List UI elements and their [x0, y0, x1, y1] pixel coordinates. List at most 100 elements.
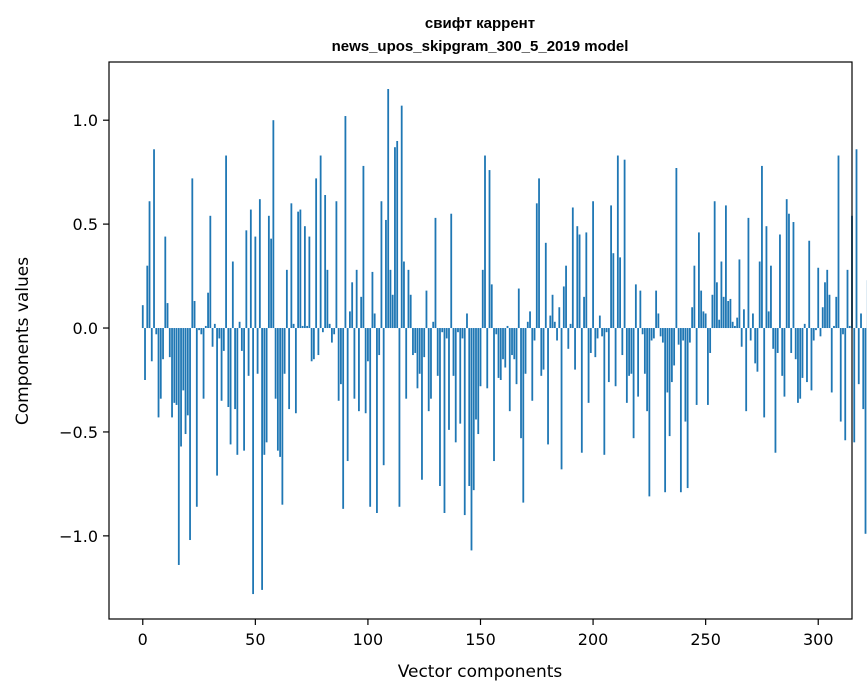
bar-component-293 [801, 328, 804, 378]
bar-component-168 [520, 328, 522, 439]
bar-component-191 [571, 207, 574, 329]
bar-component-162 [506, 325, 509, 329]
bar-component-18 [182, 328, 185, 391]
bar-component-214 [623, 159, 626, 329]
bar-component-175 [535, 203, 538, 329]
bar-component-140 [457, 328, 459, 333]
bar-component-279 [770, 265, 772, 329]
bar-component-79 [319, 155, 322, 329]
bar-component-221 [639, 290, 642, 329]
bar-component-131 [436, 328, 439, 376]
bar-component-84 [331, 328, 333, 343]
bar-component-192 [574, 328, 576, 370]
bars-group [141, 89, 867, 595]
bar-component-8 [159, 328, 162, 399]
bar-component-72 [303, 226, 306, 329]
x-axis-ticks: 0 50 100 150 200 250 300 [138, 619, 834, 649]
bar-component-124 [421, 328, 423, 480]
bar-component-91 [346, 328, 349, 462]
bar-component-240 [682, 328, 685, 341]
bar-component-173 [531, 328, 534, 401]
bar-component-237 [675, 168, 678, 329]
bar-component-19 [184, 328, 187, 435]
bar-component-159 [499, 328, 502, 380]
bar-component-90 [344, 116, 347, 329]
bar-component-145 [468, 328, 471, 486]
bar-component-56 [267, 215, 270, 329]
bar-component-310 [839, 328, 842, 422]
bar-component-245 [693, 265, 696, 329]
y-tick-label: −0.5 [59, 423, 98, 442]
bar-component-213 [621, 328, 624, 356]
bar-component-107 [382, 328, 385, 466]
bar-component-209 [612, 253, 615, 329]
bar-component-268 [745, 328, 748, 412]
bar-component-39 [229, 328, 232, 445]
bar-component-143 [463, 328, 466, 516]
bar-component-199 [589, 328, 592, 353]
bar-component-273 [756, 328, 759, 372]
bar-component-123 [418, 328, 421, 374]
bar-component-265 [738, 259, 741, 329]
bar-component-134 [443, 328, 446, 513]
bar-component-226 [650, 328, 653, 341]
bar-component-51 [256, 328, 259, 374]
bar-component-99 [364, 328, 367, 414]
bar-component-302 [821, 307, 824, 329]
x-tick-label: 50 [245, 630, 265, 649]
chart-title-line-2: news_upos_skipgram_300_5_2019 model [332, 38, 629, 55]
bar-component-303 [824, 282, 826, 329]
bar-component-210 [614, 328, 617, 387]
bar-component-152 [484, 155, 486, 329]
bar-component-45 [243, 328, 245, 451]
bar-component-272 [754, 328, 757, 364]
bar-component-35 [220, 328, 223, 401]
bar-component-67 [292, 323, 295, 329]
bar-component-50 [254, 236, 257, 329]
bar-component-321 [864, 328, 867, 534]
bar-component-10 [164, 236, 167, 329]
bar-component-14 [173, 328, 176, 403]
bar-component-66 [290, 203, 293, 329]
bar-component-253 [711, 294, 714, 329]
bar-component-58 [272, 120, 275, 329]
bar-component-29 [207, 292, 209, 329]
bar-component-311 [842, 328, 844, 335]
bar-component-275 [761, 165, 763, 329]
bar-component-109 [387, 89, 390, 329]
bar-component-106 [380, 201, 383, 329]
bar-component-241 [684, 328, 687, 422]
bar-component-94 [353, 328, 356, 399]
bar-component-71 [301, 325, 304, 329]
bar-component-11 [166, 303, 169, 329]
bar-component-267 [743, 309, 745, 329]
bar-component-120 [412, 328, 414, 356]
bar-component-63 [283, 328, 286, 374]
bar-component-181 [549, 315, 552, 329]
bar-component-193 [576, 226, 579, 329]
y-tick-label: 1.0 [73, 111, 98, 130]
bar-component-80 [321, 328, 324, 333]
bar-component-208 [610, 205, 612, 329]
bar-component-49 [252, 328, 254, 595]
bar-component-261 [729, 298, 732, 329]
bar-component-60 [276, 328, 279, 451]
bar-component-62 [281, 328, 284, 505]
bar-component-249 [702, 311, 705, 329]
bar-component-25 [198, 328, 200, 331]
bar-component-4 [150, 328, 153, 362]
bar-component-284 [781, 328, 784, 376]
bar-component-319 [860, 313, 862, 329]
bar-component-252 [709, 328, 712, 353]
bar-component-83 [328, 323, 331, 329]
bar-component-234 [668, 328, 671, 437]
bar-component-54 [263, 328, 266, 455]
bar-component-68 [294, 328, 297, 414]
bar-component-97 [360, 296, 363, 329]
bar-component-290 [794, 328, 797, 360]
bar-component-182 [551, 294, 554, 329]
bar-component-149 [477, 328, 480, 435]
bar-component-42 [236, 328, 239, 455]
bar-component-251 [707, 328, 709, 405]
bar-component-274 [758, 261, 761, 329]
